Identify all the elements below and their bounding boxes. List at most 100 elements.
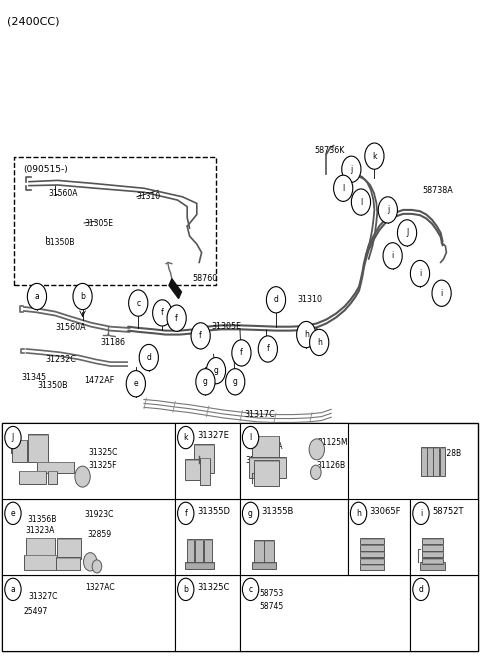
Circle shape — [378, 197, 397, 223]
Text: 31356B: 31356B — [27, 515, 57, 524]
Text: 58745: 58745 — [259, 602, 284, 611]
Text: 31327E: 31327E — [197, 431, 228, 440]
FancyBboxPatch shape — [19, 471, 46, 484]
FancyBboxPatch shape — [360, 544, 384, 550]
Bar — [348, 499, 410, 575]
Text: 58752T: 58752T — [432, 507, 464, 516]
Text: i: i — [420, 509, 422, 518]
Text: f: f — [240, 348, 243, 358]
FancyBboxPatch shape — [433, 447, 439, 476]
Circle shape — [84, 552, 97, 571]
Text: 31310: 31310 — [298, 295, 323, 304]
Text: 31325C: 31325C — [197, 583, 229, 592]
FancyBboxPatch shape — [254, 540, 264, 567]
Text: 31305E: 31305E — [84, 218, 113, 228]
Circle shape — [191, 323, 210, 349]
Text: a: a — [35, 292, 39, 301]
Circle shape — [410, 260, 430, 287]
Text: c: c — [249, 585, 252, 594]
FancyBboxPatch shape — [57, 538, 81, 559]
Text: h: h — [304, 330, 309, 339]
FancyBboxPatch shape — [252, 436, 279, 457]
Circle shape — [383, 243, 402, 269]
Text: k: k — [372, 152, 377, 161]
FancyBboxPatch shape — [360, 538, 384, 544]
Bar — [175, 423, 240, 499]
Bar — [240, 423, 348, 499]
Text: 58736K: 58736K — [314, 146, 345, 155]
FancyBboxPatch shape — [422, 544, 443, 550]
Text: g: g — [214, 366, 218, 375]
Circle shape — [242, 426, 259, 449]
Text: 58738A: 58738A — [422, 186, 453, 195]
FancyBboxPatch shape — [24, 554, 57, 570]
Text: 31317C: 31317C — [245, 410, 276, 419]
Circle shape — [242, 578, 259, 600]
Text: J: J — [406, 228, 408, 237]
Text: 1472AF: 1472AF — [84, 376, 114, 385]
Text: 1327AC: 1327AC — [85, 583, 115, 592]
FancyBboxPatch shape — [195, 539, 203, 567]
Text: f: f — [184, 509, 187, 518]
Circle shape — [129, 290, 148, 316]
Text: (090515-): (090515-) — [23, 165, 68, 174]
Text: k: k — [183, 433, 188, 442]
Text: 33065F: 33065F — [370, 507, 401, 516]
FancyBboxPatch shape — [254, 461, 279, 487]
Text: f: f — [266, 344, 269, 354]
Text: g: g — [248, 509, 253, 518]
Circle shape — [258, 336, 277, 362]
Bar — [2, 423, 478, 651]
Text: 58753: 58753 — [259, 589, 284, 598]
FancyBboxPatch shape — [249, 457, 286, 478]
Circle shape — [196, 369, 215, 395]
Circle shape — [350, 502, 367, 525]
Text: 31350B: 31350B — [46, 238, 75, 247]
Text: 31350B: 31350B — [37, 381, 68, 390]
FancyBboxPatch shape — [185, 562, 214, 569]
Text: (2400CC): (2400CC) — [7, 16, 60, 26]
Circle shape — [75, 466, 90, 487]
Text: 31560A: 31560A — [55, 323, 86, 333]
Circle shape — [178, 502, 194, 525]
Circle shape — [310, 329, 329, 356]
Circle shape — [297, 321, 316, 348]
Text: 25497: 25497 — [23, 607, 48, 616]
Circle shape — [266, 287, 286, 313]
Circle shape — [5, 426, 21, 449]
Text: d: d — [274, 295, 278, 304]
Circle shape — [432, 280, 451, 306]
Text: d: d — [419, 585, 423, 594]
Circle shape — [397, 220, 417, 246]
Text: j: j — [387, 205, 389, 215]
FancyBboxPatch shape — [360, 564, 384, 570]
Bar — [2, 499, 175, 575]
Circle shape — [178, 426, 194, 449]
FancyBboxPatch shape — [56, 557, 80, 570]
FancyBboxPatch shape — [26, 537, 55, 556]
FancyBboxPatch shape — [421, 447, 427, 476]
FancyBboxPatch shape — [360, 551, 384, 557]
Circle shape — [5, 578, 21, 600]
Text: f: f — [175, 314, 178, 323]
FancyBboxPatch shape — [28, 434, 48, 462]
Text: 31125M: 31125M — [318, 438, 348, 447]
Text: b: b — [183, 585, 188, 594]
Bar — [2, 575, 175, 651]
FancyBboxPatch shape — [187, 539, 194, 567]
Bar — [2, 423, 175, 499]
Text: i: i — [392, 251, 394, 260]
FancyBboxPatch shape — [422, 538, 443, 544]
Circle shape — [92, 560, 102, 573]
FancyBboxPatch shape — [422, 551, 443, 557]
Text: e: e — [11, 509, 15, 518]
Text: 31560A: 31560A — [48, 189, 77, 198]
Circle shape — [334, 175, 353, 201]
Text: J: J — [12, 433, 14, 442]
Text: i: i — [419, 269, 421, 278]
Bar — [240, 499, 348, 575]
FancyBboxPatch shape — [194, 444, 214, 473]
Text: 31328B: 31328B — [432, 449, 461, 459]
Text: f: f — [199, 331, 202, 340]
Circle shape — [73, 283, 92, 310]
